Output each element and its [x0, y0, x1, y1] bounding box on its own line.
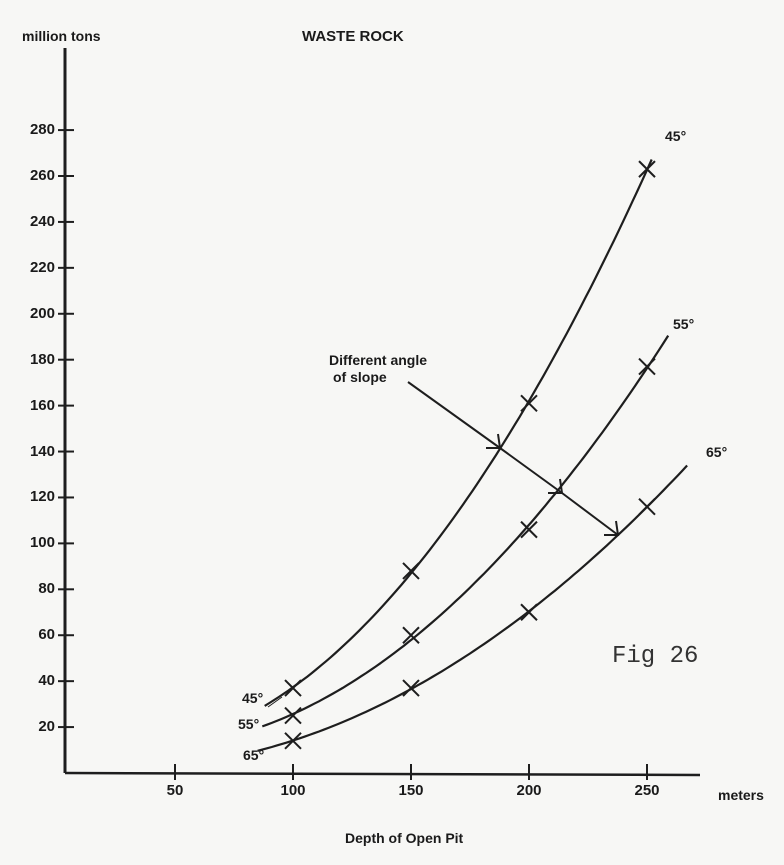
y-tick-label: 20 — [38, 718, 55, 736]
data-point-marker — [520, 394, 538, 413]
annotation-line-2: of slope — [333, 369, 387, 385]
y-tick-label: 260 — [29, 167, 55, 184]
annotation-arrow-line — [407, 381, 619, 536]
series-end-label-65: 65° — [706, 444, 728, 460]
data-point-marker — [638, 357, 656, 376]
data-point-marker — [284, 732, 302, 750]
x-tick-label: 50 — [166, 782, 184, 799]
y-tick-label: 60 — [38, 626, 55, 644]
series-curve-55deg — [261, 335, 670, 728]
arrowhead-icon — [548, 478, 564, 494]
y-tick-label: 280 — [29, 121, 55, 139]
y-tick-label: 100 — [29, 534, 55, 552]
chart-title: WASTE ROCK — [302, 28, 404, 45]
y-tick-label: 40 — [38, 672, 55, 690]
data-point-marker — [638, 497, 656, 516]
series-curve-45deg — [264, 159, 653, 707]
label-connector — [267, 696, 283, 708]
y-tick-label: 140 — [29, 442, 55, 460]
annotation-label: Different angle of slope — [329, 352, 427, 386]
y-tick-label: 120 — [29, 488, 55, 506]
series-start-label-55: 55° — [238, 716, 260, 732]
data-point-marker — [520, 603, 538, 621]
arrowhead-icon — [604, 520, 620, 536]
y-tick-label: 220 — [29, 258, 55, 276]
annotation-line-1: Different angle — [329, 352, 428, 368]
x-axis-title: Depth of Open Pit — [345, 830, 464, 846]
series-end-label-45: 45° — [665, 128, 687, 144]
data-point-marker — [284, 679, 302, 697]
data-point-marker — [638, 160, 656, 178]
figure-label: Fig 26 — [612, 643, 699, 670]
x-axis-unit-label: meters — [718, 787, 764, 803]
x-axis-line — [64, 771, 701, 777]
data-point-marker — [402, 679, 420, 697]
x-tick-label: 200 — [516, 782, 542, 799]
x-tick-label: 250 — [634, 782, 660, 799]
x-tick-label: 150 — [398, 782, 424, 799]
series-curve-65deg — [257, 464, 688, 752]
data-point-marker — [520, 520, 538, 539]
data-point-marker — [402, 626, 420, 644]
y-tick-label: 240 — [29, 212, 55, 230]
y-tick-label: 160 — [29, 396, 55, 414]
y-tick-label: 180 — [29, 350, 55, 368]
y-tick-label: 80 — [38, 580, 55, 598]
y-tick-label: 200 — [29, 304, 55, 322]
x-tick-label: 100 — [280, 782, 306, 799]
arrowhead-icon — [486, 433, 502, 449]
data-point-marker — [402, 562, 420, 580]
series-start-label-45: 45° — [242, 690, 264, 706]
y-axis-unit-label: million tons — [22, 28, 101, 44]
series-end-label-55: 55° — [673, 316, 695, 332]
data-point-marker — [284, 706, 302, 725]
